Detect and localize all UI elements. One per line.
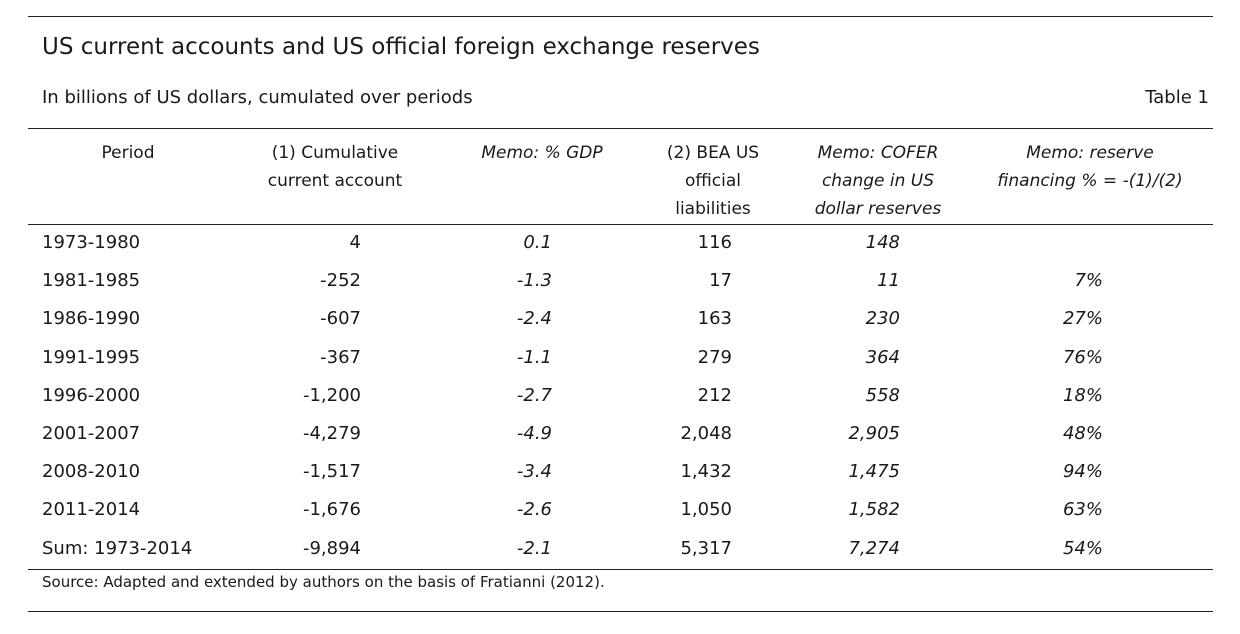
header-bea-official-liabilities: (2) BEA US official liabilities — [666, 143, 760, 219]
cell-bea-liabilities: 116 — [697, 232, 732, 253]
cell-reserve-financing: 27% — [1062, 308, 1103, 330]
cell-reserve-financing: 76% — [1062, 346, 1103, 368]
cell-pct-gdp: 0.1 — [523, 232, 552, 253]
table-number-label: Table 1 — [1145, 87, 1209, 108]
table-row: 1991-1995 -367 -1.1 279 364 76% — [0, 345, 1240, 383]
cell-cofer-change: 11 — [877, 270, 900, 292]
cell-reserve-financing: 94% — [1062, 461, 1103, 483]
cell-reserve-financing: 48% — [1062, 422, 1103, 444]
cell-current-account: -1,200 — [302, 384, 361, 406]
cell-bea-liabilities: 1,432 — [680, 461, 732, 483]
cell-cofer-change: 148 — [865, 232, 900, 253]
cell-bea-liabilities: 17 — [709, 270, 732, 292]
cell-cofer-change: 7,274 — [848, 537, 900, 559]
cell-bea-liabilities: 212 — [697, 384, 732, 406]
table-row-sum: Sum: 1973-2014 -9,894 -2.1 5,317 7,274 5… — [0, 536, 1240, 574]
header-bottom-rule — [28, 224, 1213, 225]
header-memo-reserve-financing: Memo: reserve financing % = -(1)/(2) — [997, 143, 1183, 191]
header-period: Period — [101, 143, 155, 163]
cell-pct-gdp: -4.9 — [516, 422, 552, 444]
cell-period: Sum: 1973-2014 — [42, 537, 193, 559]
top-rule — [28, 16, 1213, 17]
cell-period: 2008-2010 — [42, 461, 141, 483]
header-top-rule — [28, 128, 1213, 129]
cell-cofer-change: 1,475 — [848, 461, 900, 483]
table-title: US current accounts and US official fore… — [42, 34, 760, 60]
table-row: 1986-1990 -607 -2.4 163 230 27% — [0, 306, 1240, 344]
cell-bea-liabilities: 2,048 — [680, 422, 732, 444]
cell-bea-liabilities: 1,050 — [680, 499, 732, 521]
cell-pct-gdp: -2.1 — [516, 537, 552, 559]
cell-pct-gdp: -2.4 — [516, 308, 552, 330]
cell-period: 1996-2000 — [42, 384, 141, 406]
cell-cofer-change: 2,905 — [848, 422, 900, 444]
table-row: 2008-2010 -1,517 -3.4 1,432 1,475 94% — [0, 459, 1240, 497]
cell-cofer-change: 1,582 — [848, 499, 900, 521]
header-cumulative-current-account: (1) Cumulative current account — [267, 143, 403, 191]
cell-pct-gdp: -1.1 — [516, 346, 552, 368]
table-row: 1981-1985 -252 -1.3 17 11 7% — [0, 268, 1240, 306]
cell-period: 1986-1990 — [42, 308, 141, 330]
cell-current-account: -1,517 — [302, 461, 361, 483]
cell-period: 1973-1980 — [42, 232, 141, 253]
cell-period: 2011-2014 — [42, 499, 141, 521]
cell-current-account: -607 — [320, 308, 361, 330]
cell-current-account: -1,676 — [302, 499, 361, 521]
cell-bea-liabilities: 5,317 — [680, 537, 732, 559]
cell-bea-liabilities: 163 — [697, 308, 732, 330]
cell-bea-liabilities: 279 — [697, 346, 732, 368]
cell-period: 2001-2007 — [42, 422, 141, 444]
table-row: 1973-1980 4 0.1 116 148 — [0, 230, 1240, 268]
cell-current-account: 4 — [349, 232, 361, 253]
source-note: Source: Adapted and extended by authors … — [42, 573, 605, 591]
table-row: 2011-2014 -1,676 -2.6 1,050 1,582 63% — [0, 497, 1240, 535]
table-row: 1996-2000 -1,200 -2.7 212 558 18% — [0, 383, 1240, 421]
cell-reserve-financing: 63% — [1062, 499, 1103, 521]
cell-current-account: -4,279 — [302, 422, 361, 444]
cell-current-account: -9,894 — [302, 537, 361, 559]
cell-reserve-financing: 7% — [1074, 270, 1103, 292]
body-bottom-rule — [28, 569, 1213, 570]
cell-current-account: -367 — [320, 346, 361, 368]
table-row: 2001-2007 -4,279 -4.9 2,048 2,905 48% — [0, 421, 1240, 459]
header-memo-gdp: Memo: % GDP — [481, 143, 603, 163]
table-body: 1973-1980 4 0.1 116 148 1981-1985 -252 -… — [0, 230, 1240, 574]
cell-reserve-financing: 18% — [1062, 384, 1103, 406]
table-subtitle: In billions of US dollars, cumulated ove… — [42, 87, 473, 108]
cell-period: 1991-1995 — [42, 346, 141, 368]
cell-cofer-change: 558 — [865, 384, 900, 406]
header-memo-cofer-change: Memo: COFER change in US dollar reserves — [814, 143, 942, 219]
cell-pct-gdp: -2.6 — [516, 499, 552, 521]
cell-cofer-change: 364 — [865, 346, 900, 368]
cell-pct-gdp: -1.3 — [516, 270, 552, 292]
cell-current-account: -252 — [320, 270, 361, 292]
cell-reserve-financing: 54% — [1062, 537, 1103, 559]
cell-pct-gdp: -3.4 — [516, 461, 552, 483]
cell-cofer-change: 230 — [865, 308, 900, 330]
bottom-rule — [28, 611, 1213, 612]
cell-pct-gdp: -2.7 — [516, 384, 552, 406]
cell-period: 1981-1985 — [42, 270, 141, 292]
